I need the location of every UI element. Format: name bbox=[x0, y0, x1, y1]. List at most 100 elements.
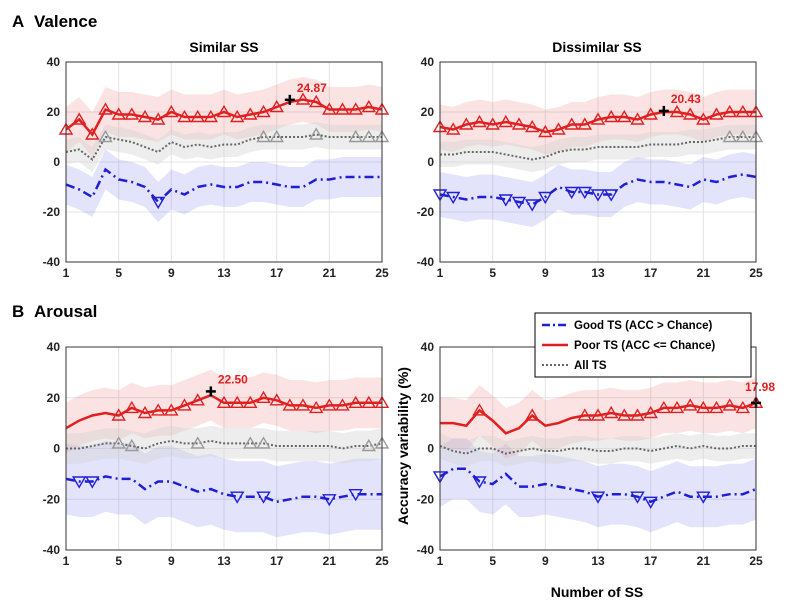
section-b-title: Arousal bbox=[34, 302, 97, 321]
marker-poor bbox=[617, 109, 632, 123]
marker-poor bbox=[485, 117, 500, 130]
marker-poor bbox=[216, 104, 232, 118]
marker-all bbox=[111, 436, 126, 449]
marker-poor bbox=[590, 408, 606, 421]
marker-poor bbox=[190, 109, 205, 123]
marker-poor bbox=[564, 117, 579, 130]
marker-poor bbox=[538, 124, 553, 138]
marker-good bbox=[498, 194, 514, 207]
legend: Good TS (ACC > Chance) Poor TS (ACC <= C… bbox=[534, 312, 752, 378]
series-line-all bbox=[65, 133, 382, 161]
y-tick-label: -20 bbox=[43, 492, 61, 506]
plot-frame bbox=[439, 61, 757, 263]
y-tick-label: 0 bbox=[53, 442, 60, 456]
y-tick-label: -20 bbox=[417, 205, 435, 219]
y-tick-label: 0 bbox=[427, 442, 434, 456]
peak-value-label: 22.50 bbox=[218, 372, 248, 386]
x-tick-label: 17 bbox=[644, 266, 658, 280]
band-good bbox=[440, 438, 756, 533]
marker-poor bbox=[735, 400, 751, 414]
marker-poor bbox=[630, 408, 645, 421]
marker-poor bbox=[643, 405, 658, 419]
y-tick-label: -40 bbox=[417, 255, 435, 269]
marker-poor bbox=[709, 107, 724, 120]
marker-poor bbox=[577, 408, 593, 421]
y-tick-label: -40 bbox=[43, 255, 61, 269]
chart-valence-dissimilar: 20.43 1 5 9 13 17 21 25 -40 -20 0 20 40 bbox=[417, 55, 764, 280]
marker-poor bbox=[656, 400, 672, 414]
marker-poor bbox=[243, 107, 258, 120]
marker-poor bbox=[669, 104, 685, 118]
x-tick-label: 5 bbox=[115, 554, 122, 568]
marker-good bbox=[590, 189, 606, 202]
series-line-all bbox=[66, 439, 383, 450]
marker-good bbox=[445, 191, 461, 205]
marker-good bbox=[564, 186, 579, 200]
y-axis-label: Accuracy variability (%) bbox=[395, 367, 411, 525]
x-tick-label: 5 bbox=[489, 266, 496, 280]
band-good bbox=[66, 440, 382, 538]
plot-frame bbox=[65, 346, 383, 551]
x-tick-label: 21 bbox=[697, 266, 711, 280]
marker-poor bbox=[361, 395, 377, 408]
marker-good bbox=[577, 186, 593, 200]
x-tick-label: 25 bbox=[375, 554, 389, 568]
marker-good bbox=[696, 491, 711, 504]
marker-good bbox=[643, 496, 658, 509]
marker-poor bbox=[735, 104, 751, 118]
y-tick-label: 20 bbox=[421, 391, 435, 405]
marker-poor bbox=[722, 104, 737, 118]
marker-all bbox=[256, 129, 271, 143]
marker-poor bbox=[295, 398, 311, 411]
chart-arousal-similar: 22.50 1 5 9 13 17 21 25 -40 -20 0 20 40 bbox=[43, 340, 390, 568]
marker-poor bbox=[630, 112, 645, 125]
marker-poor bbox=[150, 403, 166, 416]
section-a-title: Valence bbox=[34, 12, 97, 31]
marker-poor bbox=[164, 403, 179, 416]
marker-all bbox=[124, 438, 140, 452]
marker-poor bbox=[308, 400, 324, 414]
marker-good bbox=[150, 196, 166, 210]
y-tick-label: 20 bbox=[421, 105, 435, 119]
marker-good bbox=[524, 199, 540, 212]
x-tick-label: 13 bbox=[591, 266, 605, 280]
marker-poor bbox=[551, 122, 566, 135]
x-tick-label: 21 bbox=[323, 266, 337, 280]
band-all bbox=[440, 124, 756, 172]
marker-good bbox=[630, 491, 645, 504]
y-tick-label: 40 bbox=[47, 55, 61, 69]
x-tick-label: 5 bbox=[115, 266, 122, 280]
marker-poor bbox=[164, 104, 179, 118]
marker-poor bbox=[577, 117, 593, 130]
marker-poor bbox=[269, 99, 284, 113]
marker-poor bbox=[177, 109, 192, 123]
marker-poor bbox=[229, 395, 245, 408]
band-poor bbox=[440, 377, 756, 459]
y-tick-label: 20 bbox=[47, 391, 61, 405]
series-line-all bbox=[440, 136, 756, 161]
marker-poor bbox=[322, 102, 337, 115]
marker-poor bbox=[71, 112, 87, 125]
x-tick-label: 1 bbox=[437, 266, 444, 280]
y-tick-label: -40 bbox=[43, 543, 61, 557]
marker-poor bbox=[472, 114, 487, 128]
marker-poor bbox=[603, 405, 619, 419]
marker-all bbox=[308, 127, 324, 140]
marker-poor bbox=[696, 112, 711, 125]
marker-poor bbox=[498, 114, 514, 128]
marker-poor bbox=[256, 104, 271, 118]
x-tick-label: 9 bbox=[168, 554, 175, 568]
marker-poor bbox=[348, 395, 363, 408]
marker-good bbox=[538, 191, 553, 205]
marker-poor bbox=[590, 112, 606, 125]
y-tick-label: 40 bbox=[47, 340, 61, 354]
marker-poor bbox=[682, 398, 698, 411]
marker-poor bbox=[137, 405, 153, 419]
marker-poor bbox=[335, 398, 350, 411]
y-tick-label: 40 bbox=[421, 340, 435, 354]
panel-title-similar: Similar SS bbox=[189, 39, 258, 55]
marker-poor bbox=[445, 122, 461, 135]
series-line-good bbox=[439, 173, 757, 206]
x-tick-label: 13 bbox=[217, 266, 231, 280]
band-all bbox=[440, 433, 756, 467]
